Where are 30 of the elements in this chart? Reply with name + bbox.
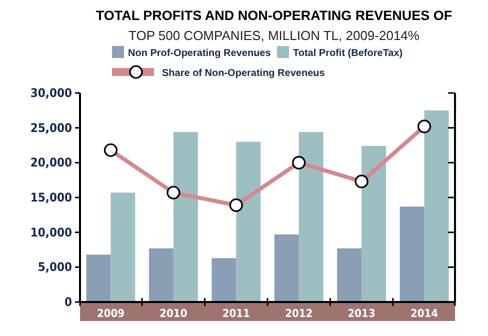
y-tick-label: 10,000 [30, 225, 72, 240]
bar [400, 206, 424, 302]
x-tick-label: 2013 [348, 307, 376, 320]
legend-label: Share of Non-Operating Reveneus [162, 68, 326, 79]
legend-label: Total Profit (BeforeTax) [293, 48, 403, 59]
x-tick-label: 2012 [285, 307, 313, 320]
chart-title: TOTAL PROFITS AND NON-OPERATING REVENUES OF [96, 8, 452, 23]
bar [236, 142, 261, 302]
bar [173, 132, 198, 302]
chart-subtitle: TOP 500 COMPANIES, MILLION TL, 2009-2014% [128, 28, 420, 43]
bar [148, 248, 174, 302]
bar [274, 234, 299, 302]
bar [86, 254, 111, 302]
bar [424, 110, 449, 302]
y-tick-label: 0 [64, 295, 72, 309]
y-tick-label: 25,000 [30, 120, 72, 135]
y-tick-label: 20,000 [30, 156, 72, 170]
bar [110, 192, 136, 302]
y-tick-label: 5,000 [38, 260, 72, 274]
bar [362, 146, 386, 302]
x-tick-label: 2009 [96, 307, 125, 320]
x-tick-label: 2014 [410, 307, 438, 320]
y-tick-label: 15,000 [30, 190, 72, 204]
x-tick-label: 2011 [222, 307, 250, 320]
y-tick-label: 30,000 [30, 86, 72, 100]
bar [337, 248, 362, 302]
bar [212, 258, 236, 302]
bar [298, 132, 324, 302]
legend-label: Non Prof-Operating Revenues [128, 48, 272, 59]
x-tick-label: 2010 [160, 307, 188, 320]
